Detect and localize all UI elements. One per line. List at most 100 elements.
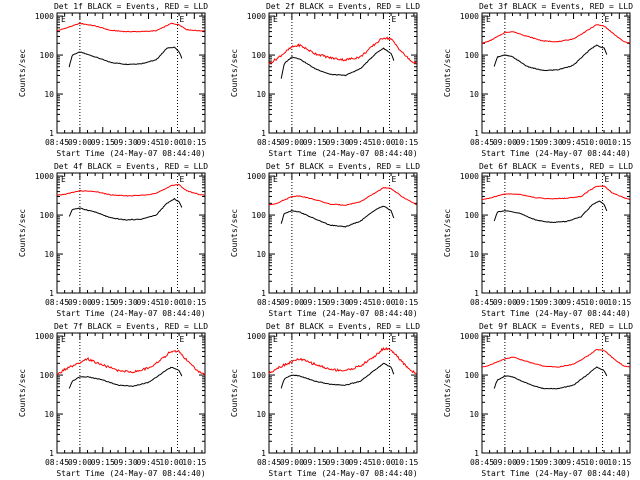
lld-series-line	[268, 346, 417, 375]
y-tick-label: 100	[465, 51, 480, 60]
x-axis-label: Start Time (24-May-07 08:44:40)	[481, 469, 630, 478]
x-tick-label: 09:30	[539, 458, 563, 467]
y-tick-label: 1000	[247, 12, 266, 21]
plot-frame	[481, 12, 631, 134]
y-axis-label: Counts/sec	[18, 369, 27, 417]
x-tick-label: 09:45	[348, 458, 372, 467]
y-tick-label: 1	[261, 289, 266, 298]
chart-panel: Det 2f BLACK = Events, RED = LLD 1 10 100 10…	[230, 2, 420, 158]
y-axis-label: Counts/sec	[18, 49, 27, 97]
y-axis-label: Counts/sec	[443, 369, 452, 417]
chart-title: Det 1f BLACK = Events, RED = LLD	[54, 2, 208, 11]
x-tick-label: 08:45	[470, 458, 494, 467]
lld-series-line	[481, 185, 630, 201]
y-tick-label: 1000	[35, 332, 54, 341]
x-tick-label: 10:00	[584, 298, 608, 307]
plot-frame	[481, 172, 631, 294]
lld-series-line	[56, 349, 205, 376]
y-tick-label: 100	[465, 371, 480, 380]
x-tick-label: 10:15	[182, 138, 206, 147]
y-tick-label: 10	[469, 250, 479, 259]
x-axis-label: Start Time (24-May-07 08:44:40)	[56, 309, 205, 318]
y-tick-label: 10	[44, 410, 54, 419]
x-tick-label: 10:00	[584, 458, 608, 467]
x-tick-label: 09:45	[348, 298, 372, 307]
y-tick-label: 100	[252, 51, 267, 60]
x-tick-label: 09:00	[68, 458, 92, 467]
x-tick-label: 08:45	[45, 458, 69, 467]
events-series-line	[493, 200, 608, 224]
events-series-line	[280, 47, 395, 79]
x-tick-label: 10:00	[371, 138, 395, 147]
x-tick-label: 10:15	[182, 458, 206, 467]
x-axis-label: Start Time (24-May-07 08:44:40)	[268, 469, 417, 478]
lld-series-line	[56, 22, 205, 33]
x-tick-label: 08:45	[257, 298, 281, 307]
y-tick-label: 100	[40, 211, 55, 220]
x-tick-label: 09:30	[539, 298, 563, 307]
x-tick-label: 09:15	[516, 458, 540, 467]
x-tick-label: 09:15	[91, 138, 115, 147]
eclipse-marker: E	[486, 175, 491, 184]
x-axis-label: Start Time (24-May-07 08:44:40)	[268, 149, 417, 158]
y-tick-label: 1000	[247, 172, 266, 181]
chart-title: Det 7f BLACK = Events, RED = LLD	[54, 322, 208, 331]
events-series-line	[493, 44, 608, 72]
x-tick-label: 09:45	[136, 138, 160, 147]
eclipse-marker: E	[605, 335, 610, 344]
x-tick-label: 09:15	[303, 298, 327, 307]
chart-title: Det 5f BLACK = Events, RED = LLD	[266, 162, 420, 171]
x-axis-label: Start Time (24-May-07 08:44:40)	[481, 309, 630, 318]
x-tick-label: 10:15	[182, 298, 206, 307]
y-axis-label: Counts/sec	[230, 369, 239, 417]
lld-series-line	[268, 36, 417, 65]
x-tick-label: 10:00	[159, 138, 183, 147]
eclipse-marker: E	[392, 335, 397, 344]
y-tick-label: 1000	[460, 332, 479, 341]
y-axis-label: Counts/sec	[443, 49, 452, 97]
chart-panel: Det 7f BLACK = Events, RED = LLD 1 10 100 10…	[18, 322, 208, 478]
chart-panel: Det 6f BLACK = Events, RED = LLD 1 10 100 10…	[443, 162, 633, 318]
events-series-line	[68, 366, 183, 389]
x-axis-label: Start Time (24-May-07 08:44:40)	[268, 309, 417, 318]
x-tick-label: 08:45	[257, 458, 281, 467]
chart-title: Det 6f BLACK = Events, RED = LLD	[479, 162, 633, 171]
x-tick-label: 10:15	[394, 298, 418, 307]
x-tick-label: 10:00	[584, 138, 608, 147]
y-tick-label: 1	[49, 289, 54, 298]
eclipse-marker: E	[605, 175, 610, 184]
plot-frame	[268, 172, 418, 294]
x-tick-label: 08:45	[45, 298, 69, 307]
x-tick-label: 08:45	[470, 298, 494, 307]
y-tick-label: 1000	[460, 12, 479, 21]
y-tick-label: 1000	[247, 332, 266, 341]
x-tick-label: 09:45	[561, 458, 585, 467]
x-axis-label: Start Time (24-May-07 08:44:40)	[481, 149, 630, 158]
eclipse-marker: E	[273, 15, 278, 24]
x-tick-label: 09:00	[493, 458, 517, 467]
y-tick-label: 10	[256, 410, 266, 419]
eclipse-marker: E	[61, 335, 66, 344]
eclipse-marker: E	[486, 15, 491, 24]
x-tick-label: 09:30	[114, 138, 138, 147]
eclipse-marker: E	[180, 15, 185, 24]
x-tick-label: 09:15	[516, 298, 540, 307]
chart-panel: Det 9f BLACK = Events, RED = LLD 1 10 100 10…	[443, 322, 633, 478]
x-tick-label: 09:15	[91, 298, 115, 307]
eclipse-marker: E	[61, 15, 66, 24]
lld-series-line	[481, 24, 630, 45]
y-tick-label: 10	[469, 410, 479, 419]
x-tick-label: 09:45	[561, 298, 585, 307]
x-axis-label: Start Time (24-May-07 08:44:40)	[56, 469, 205, 478]
x-tick-label: 10:00	[371, 298, 395, 307]
x-tick-label: 09:30	[114, 298, 138, 307]
x-tick-label: 08:45	[470, 138, 494, 147]
x-tick-label: 09:15	[516, 138, 540, 147]
y-tick-label: 1	[474, 449, 479, 458]
y-tick-label: 10	[256, 90, 266, 99]
x-tick-label: 10:15	[607, 298, 631, 307]
x-tick-label: 09:15	[91, 458, 115, 467]
y-tick-label: 10	[256, 250, 266, 259]
lld-series-line	[481, 348, 630, 368]
